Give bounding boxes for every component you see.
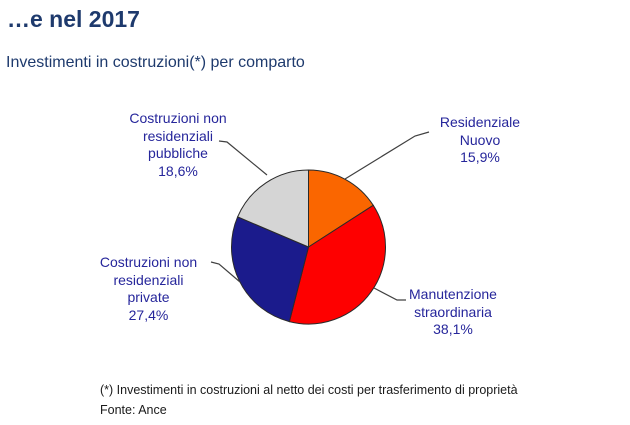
leader-line-costruzioni-private [210, 261, 241, 283]
label-costruzioni-non-residenziali-private: Costruzioni non residenziali private 27,… [99, 254, 198, 323]
leader-line-costruzioni-pubbliche [218, 140, 268, 176]
footnote-note: (*) Investimenti in costruzioni al netto… [100, 383, 518, 397]
leader-line-residenziale-nuovo [344, 131, 430, 180]
footnote: (*) Investimenti in costruzioni al netto… [100, 380, 518, 420]
label-manutenzione-straordinaria: Manutenzione straordinaria 38,1% [409, 286, 497, 337]
footnote-source: Fonte: Ance [100, 403, 167, 417]
pie-slice-costruzioni-non-residenziali-pubbliche [236, 169, 309, 248]
leader-lines [210, 131, 430, 301]
pie-slices [231, 169, 386, 325]
pie-slice-manutenzione-straordinaria [288, 204, 386, 325]
label-costruzioni-non-residenziali-pubbliche: Costruzioni non residenziali pubbliche 1… [129, 110, 227, 179]
leader-line-manutenzione-straordinaria [373, 287, 406, 301]
page-subtitle: Investimenti in costruzioni(*) per compa… [6, 54, 305, 71]
label-residenziale-nuovo: Residenziale Nuovo 15,9% [439, 114, 521, 165]
page-title: …e nel 2017 [7, 6, 140, 32]
